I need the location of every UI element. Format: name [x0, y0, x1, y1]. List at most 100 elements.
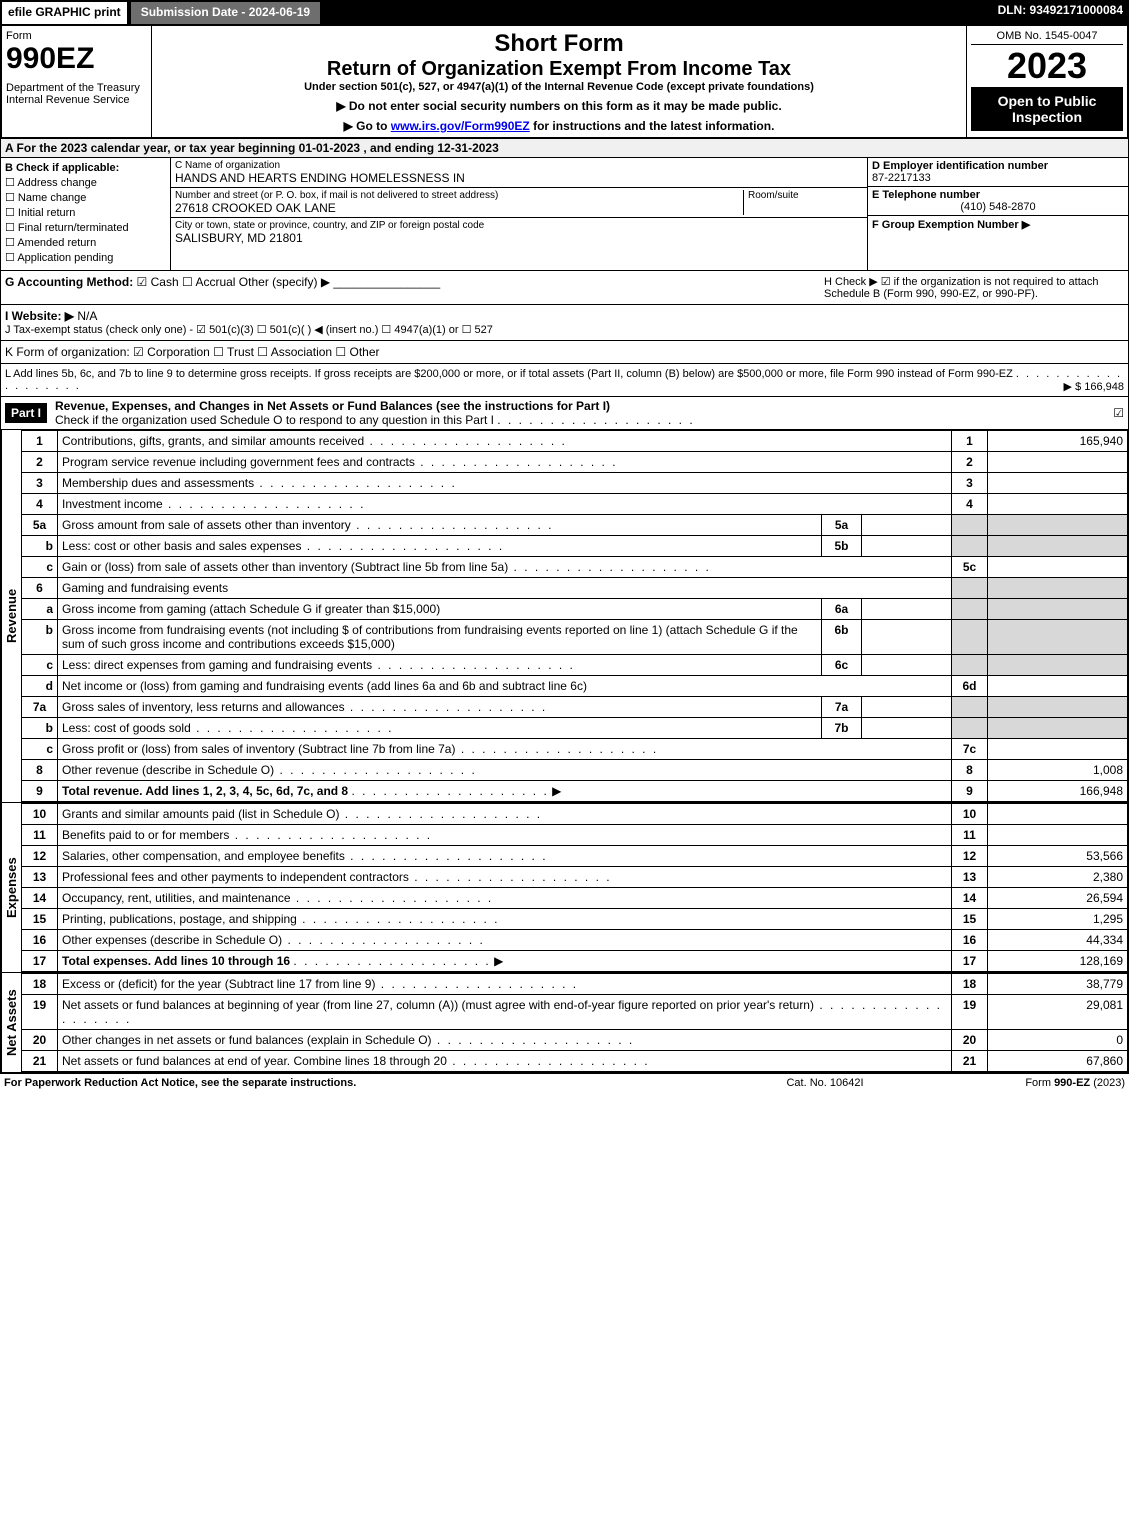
submission-date: Submission Date - 2024-06-19 [129, 0, 322, 26]
grey-cell [952, 697, 988, 718]
website-value: N/A [77, 309, 97, 323]
efile-print-button[interactable]: efile GRAPHIC print [0, 0, 129, 26]
grey-cell [952, 578, 988, 599]
row-l-amount: ▶ $ 166,948 [1064, 380, 1124, 393]
chk-initial-return[interactable]: Initial return [5, 206, 166, 219]
page-footer: For Paperwork Reduction Act Notice, see … [0, 1073, 1129, 1092]
form-label: Form [6, 30, 147, 42]
street-label: Number and street (or P. O. box, if mail… [175, 190, 743, 201]
part-1-header-row: Part I Revenue, Expenses, and Changes in… [0, 397, 1129, 430]
subline-label: 5a [822, 515, 862, 536]
line-desc: Net assets or fund balances at beginning… [58, 995, 952, 1030]
grey-cell [952, 536, 988, 557]
line-num: 13 [22, 867, 58, 888]
revenue-section: Revenue 1Contributions, gifts, grants, a… [0, 430, 1129, 803]
line-ref: 13 [952, 867, 988, 888]
chk-application-pending[interactable]: Application pending [5, 251, 166, 264]
grey-cell [988, 578, 1128, 599]
revenue-table: 1Contributions, gifts, grants, and simil… [21, 430, 1128, 802]
row-l: L Add lines 5b, 6c, and 7b to line 9 to … [0, 364, 1129, 397]
h-schedule-b: H Check ▶ ☑ if the organization is not r… [824, 275, 1124, 300]
line-num: 8 [22, 760, 58, 781]
line-num: 14 [22, 888, 58, 909]
line-ref: 10 [952, 804, 988, 825]
chk-accrual[interactable]: Accrual [182, 275, 235, 289]
line-num: a [22, 599, 58, 620]
table-row: 13Professional fees and other payments t… [22, 867, 1128, 888]
line-desc: Other changes in net assets or fund bala… [58, 1030, 952, 1051]
line-desc: Gain or (loss) from sale of assets other… [58, 557, 952, 578]
line-desc: Gaming and fundraising events [58, 578, 952, 599]
line-desc: Excess or (deficit) for the year (Subtra… [58, 974, 952, 995]
line-ref: 11 [952, 825, 988, 846]
subline-label: 6a [822, 599, 862, 620]
line-num: 10 [22, 804, 58, 825]
line-ref: 5c [952, 557, 988, 578]
net-assets-sidelabel: Net Assets [1, 973, 21, 1072]
line-num: b [22, 620, 58, 655]
box-d-e-f: D Employer identification number 87-2217… [868, 158, 1128, 270]
other-specify: Other (specify) ▶ [239, 275, 330, 289]
grey-cell [988, 515, 1128, 536]
line-desc: Other revenue (describe in Schedule O) [58, 760, 952, 781]
subline-value [862, 697, 952, 718]
subline-label: 6c [822, 655, 862, 676]
row-k: K Form of organization: ☑ Corporation ☐ … [0, 341, 1129, 364]
open-to-public: Open to Public Inspection [971, 87, 1123, 131]
expenses-section: Expenses 10Grants and similar amounts pa… [0, 803, 1129, 973]
line-amount: 166,948 [988, 781, 1128, 802]
row-g-h: G Accounting Method: Cash Accrual Other … [0, 271, 1129, 305]
catalog-number: Cat. No. 10642I [725, 1077, 925, 1089]
row-i-j: I Website: ▶ N/A J Tax-exempt status (ch… [0, 305, 1129, 341]
line-num: 15 [22, 909, 58, 930]
subline-value [862, 599, 952, 620]
line-desc: Program service revenue including govern… [58, 452, 952, 473]
line-desc: Gross income from fundraising events (no… [58, 620, 822, 655]
chk-amended-return[interactable]: Amended return [5, 236, 166, 249]
line-num: 3 [22, 473, 58, 494]
line-ref: 1 [952, 431, 988, 452]
table-row: 15Printing, publications, postage, and s… [22, 909, 1128, 930]
chk-cash[interactable]: Cash [137, 275, 179, 289]
table-row: cLess: direct expenses from gaming and f… [22, 655, 1128, 676]
table-row: 18Excess or (deficit) for the year (Subt… [22, 974, 1128, 995]
grey-cell [988, 655, 1128, 676]
form-subtitle: Under section 501(c), 527, or 4947(a)(1)… [156, 81, 962, 93]
line-amount: 128,169 [988, 951, 1128, 972]
line-desc: Less: cost or other basis and sales expe… [58, 536, 822, 557]
line-desc: Professional fees and other payments to … [58, 867, 952, 888]
chk-name-change[interactable]: Name change [5, 191, 166, 204]
header-center: Short Form Return of Organization Exempt… [152, 26, 967, 137]
part-1-schedule-o-check[interactable] [1113, 406, 1124, 420]
line-amount: 53,566 [988, 846, 1128, 867]
table-row: cGain or (loss) from sale of assets othe… [22, 557, 1128, 578]
line-desc: Gross sales of inventory, less returns a… [58, 697, 822, 718]
short-form-title: Short Form [156, 30, 962, 58]
line-ref: 6d [952, 676, 988, 697]
subline-value [862, 515, 952, 536]
subline-label: 6b [822, 620, 862, 655]
subline-value [862, 718, 952, 739]
goto-link[interactable]: ▶ Go to www.irs.gov/Form990EZ for instru… [156, 119, 962, 133]
line-amount: 1,008 [988, 760, 1128, 781]
line-amount: 38,779 [988, 974, 1128, 995]
spacer [322, 0, 991, 26]
chk-address-change[interactable]: Address change [5, 176, 166, 189]
line-desc: Less: direct expenses from gaming and fu… [58, 655, 822, 676]
grey-cell [952, 620, 988, 655]
org-name-label: C Name of organization [175, 160, 863, 171]
table-row: bGross income from fundraising events (n… [22, 620, 1128, 655]
g-label: G Accounting Method: [5, 275, 133, 289]
irs-link[interactable]: www.irs.gov/Form990EZ [391, 119, 530, 133]
grey-cell [988, 718, 1128, 739]
table-row: dNet income or (loss) from gaming and fu… [22, 676, 1128, 697]
chk-final-return[interactable]: Final return/terminated [5, 221, 166, 234]
line-ref: 8 [952, 760, 988, 781]
grey-cell [988, 697, 1128, 718]
table-row: 5aGross amount from sale of assets other… [22, 515, 1128, 536]
line-ref: 18 [952, 974, 988, 995]
line-desc: Total expenses. Add lines 10 through 16 … [58, 951, 952, 972]
line-amount [988, 739, 1128, 760]
line-amount: 0 [988, 1030, 1128, 1051]
line-ref: 7c [952, 739, 988, 760]
